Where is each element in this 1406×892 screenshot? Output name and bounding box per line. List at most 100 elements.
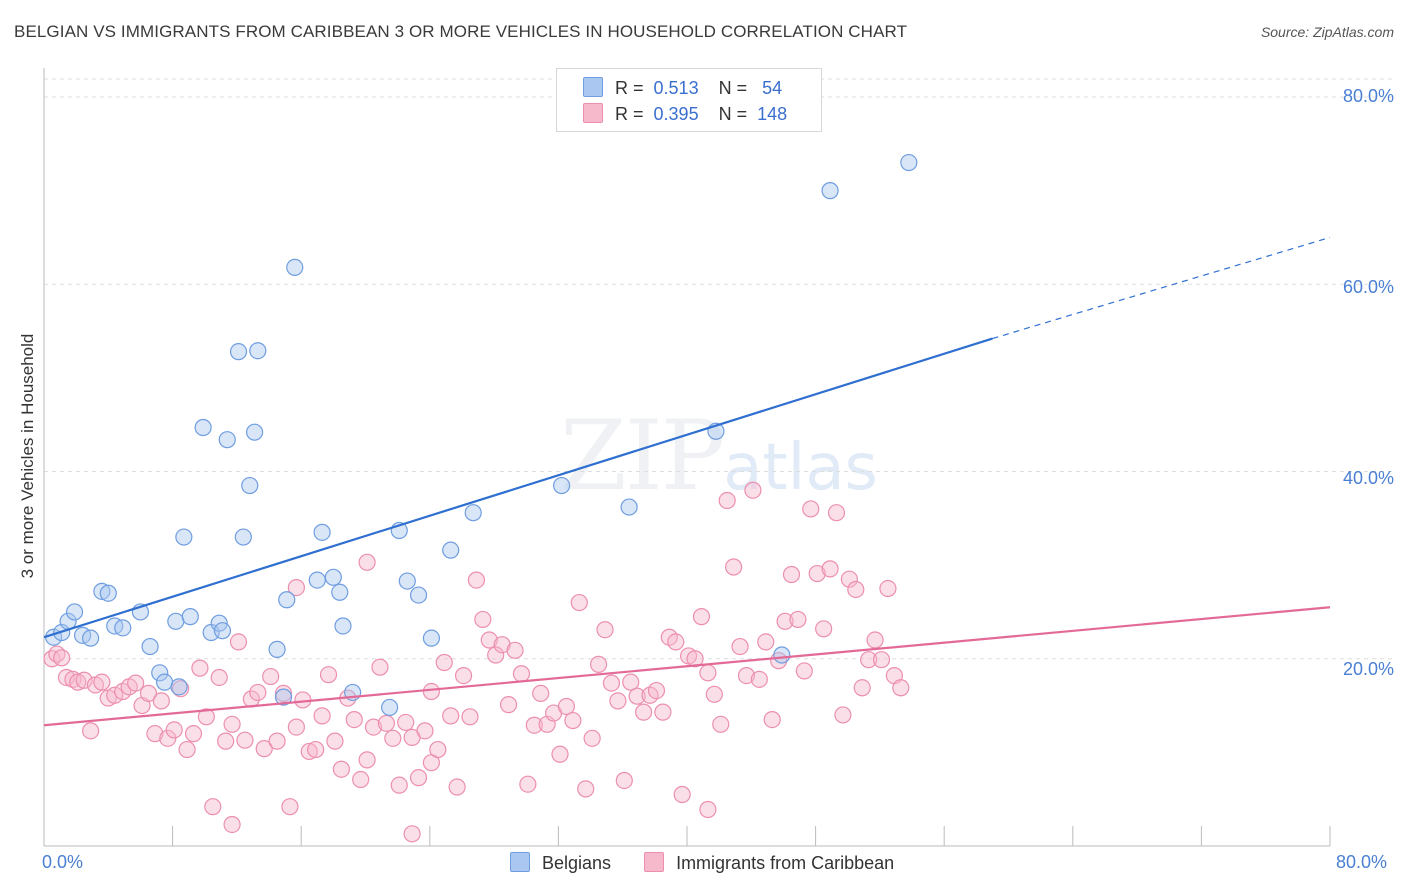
belgian-point — [234, 528, 252, 546]
caribbean-point — [609, 692, 627, 710]
belgian-point — [114, 619, 132, 637]
legend-n-value: 54 — [762, 78, 783, 98]
caribbean-point — [442, 707, 460, 725]
caribbean-point — [815, 620, 833, 638]
belgian-point — [286, 258, 304, 276]
belgian-point — [99, 584, 117, 602]
y-tick-label: 80.0% — [1342, 86, 1394, 106]
caribbean-point — [268, 732, 286, 750]
caribbean-point — [422, 682, 441, 701]
belgian-point — [181, 608, 199, 626]
caribbean-point — [712, 715, 730, 733]
caribbean-point — [847, 580, 865, 599]
stats-legend: R = 0.513 N = 54 R = 0.395 N = 148 — [556, 68, 822, 132]
belgian-point — [398, 572, 416, 590]
caribbean-point — [345, 711, 363, 729]
caribbean-point — [879, 579, 897, 598]
caribbean-point — [319, 666, 338, 684]
chart-title: BELGIAN VS IMMIGRANTS FROM CARIBBEAN 3 O… — [14, 22, 908, 41]
belgian-point — [170, 678, 188, 696]
caribbean-point — [262, 667, 280, 686]
caribbean-point — [731, 637, 749, 656]
belgian-point — [553, 476, 571, 495]
belgian-point — [409, 586, 428, 604]
caribbean-point — [570, 593, 588, 612]
caribbean-point — [377, 714, 395, 732]
caribbean-point — [564, 711, 582, 730]
caribbean-point — [178, 740, 196, 759]
caribbean-point — [506, 641, 524, 659]
belgian-point — [218, 431, 236, 449]
caribbean-point — [532, 684, 550, 702]
caribbean-point — [184, 725, 203, 743]
belgian-point — [213, 622, 232, 640]
legend-n-value: 148 — [757, 104, 788, 124]
y-tick-label: 20.0% — [1342, 659, 1394, 679]
caribbean-point — [217, 732, 235, 750]
legend-n-label: N = — [718, 104, 748, 124]
caribbean-point — [750, 670, 768, 688]
belgian-point — [175, 528, 193, 546]
caribbean-point — [499, 696, 518, 714]
legend-r-label: R = — [615, 104, 644, 124]
caribbean-point — [519, 775, 537, 793]
caribbean-point — [364, 718, 383, 736]
caribbean-point — [557, 697, 576, 716]
caribbean-point — [409, 769, 428, 787]
caribbean-point — [602, 674, 621, 692]
belgian-point — [442, 541, 460, 559]
belgian-point — [278, 591, 296, 609]
caribbean-point — [705, 685, 723, 703]
caribbean-point — [628, 687, 646, 705]
belgian-point — [422, 629, 441, 647]
legend-swatch-blue — [510, 852, 530, 872]
caribbean-point — [287, 578, 305, 597]
belgian-point — [151, 664, 169, 682]
belgian-point — [167, 612, 185, 630]
caribbean-point — [197, 708, 215, 726]
caribbean-point — [281, 798, 299, 816]
caribbean-point — [223, 815, 241, 834]
legend-label: Belgians — [542, 853, 612, 873]
caribbean-point — [435, 653, 453, 672]
caribbean-point — [448, 778, 466, 796]
watermark-atlas: atlas — [723, 431, 878, 505]
caribbean-point — [326, 732, 344, 750]
caribbean-point — [686, 650, 704, 668]
caribbean-point — [204, 798, 222, 816]
caribbean-point — [763, 711, 781, 729]
y-axis-label: 3 or more Vehicles in Household — [18, 333, 37, 579]
legend-r-label: R = — [615, 78, 644, 98]
caribbean-point — [416, 722, 434, 740]
belgian-point — [93, 582, 111, 600]
caribbean-point — [229, 633, 248, 651]
caribbean-point — [255, 740, 273, 758]
caribbean-trend-line — [43, 606, 1331, 727]
belgian-point — [331, 583, 349, 601]
caribbean-point — [725, 558, 743, 576]
caribbean-point — [834, 706, 852, 724]
caribbean-point — [487, 646, 505, 664]
caribbean-point — [313, 707, 331, 725]
caribbean-point — [699, 800, 717, 819]
belgian-point — [155, 673, 174, 691]
caribbean-point — [236, 731, 254, 749]
caribbean-point — [634, 703, 653, 721]
caribbean-point — [615, 771, 633, 790]
chart-source: Source: ZipAtlas.com — [1260, 24, 1394, 40]
caribbean-point — [692, 608, 711, 626]
legend-swatch-blue — [583, 77, 603, 97]
caribbean-point — [795, 662, 813, 680]
caribbean-point — [461, 708, 479, 726]
legend-swatch-pink — [644, 852, 665, 872]
caribbean-point — [583, 729, 601, 747]
caribbean-point — [667, 633, 685, 651]
caribbean-point — [872, 651, 891, 669]
caribbean-point — [782, 565, 801, 584]
caribbean-point — [397, 713, 415, 732]
caribbean-point — [93, 673, 111, 691]
caribbean-point — [474, 610, 492, 629]
caribbean-point — [596, 621, 614, 639]
caribbean-point — [647, 681, 666, 700]
